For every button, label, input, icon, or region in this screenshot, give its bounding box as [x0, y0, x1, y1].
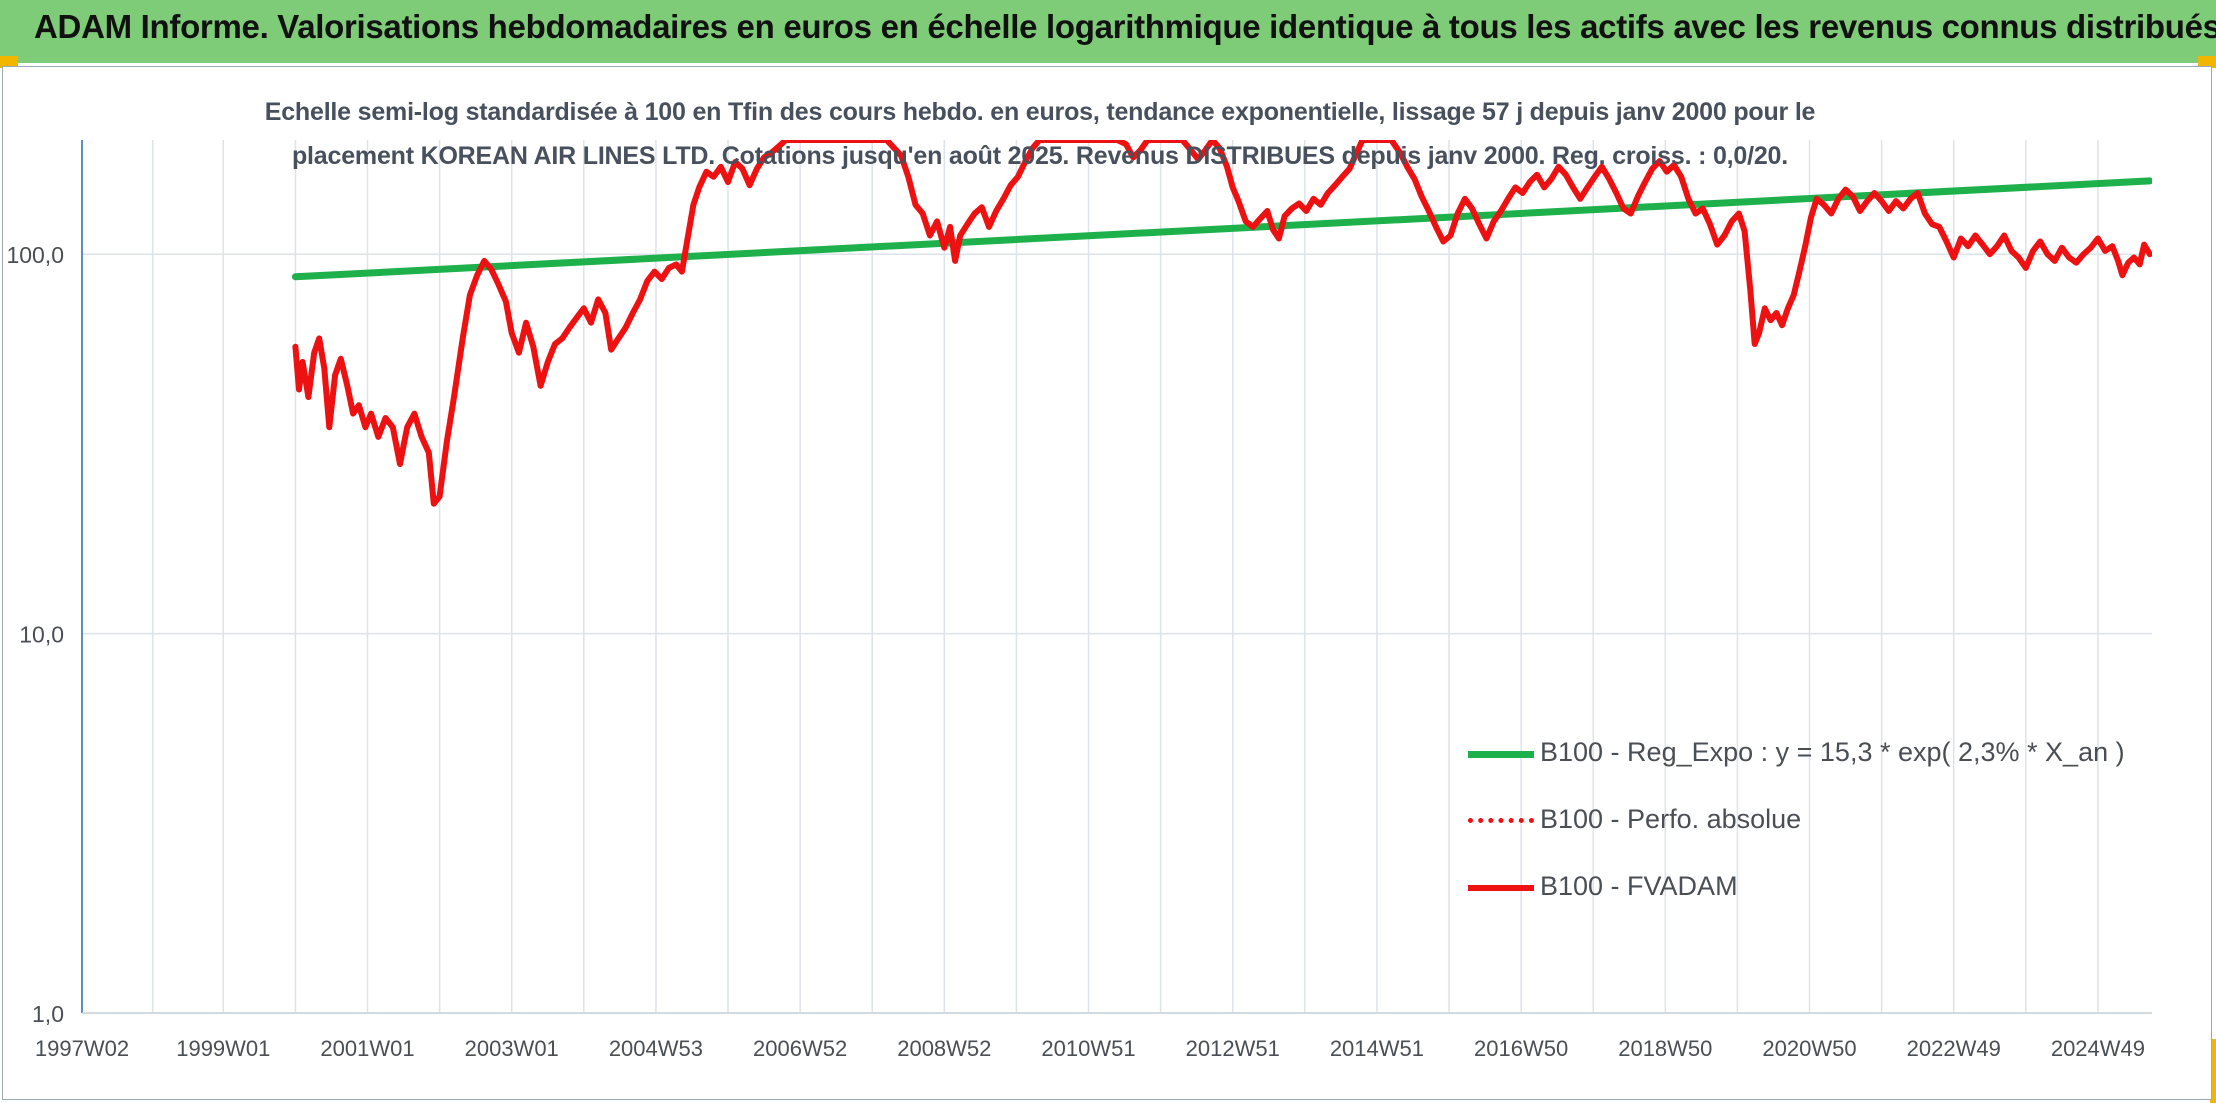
chart-legend: B100 - Reg_Expo : y = 15,3 * exp( 2,3% *… [1468, 735, 2168, 936]
legend-item-fvadam: B100 - FVADAM [1468, 869, 2168, 936]
legend-label-perfo: B100 - Perfo. absolue [1540, 804, 1802, 834]
banner-title: ADAM Informe. Valorisations hebdomadaire… [34, 8, 2216, 45]
x-tick-label: 2020W50 [1762, 1036, 1856, 1061]
series-line-fvadam [292, 140, 2152, 507]
y-tick-label: 1,0 [32, 1001, 64, 1027]
legend-label-regression: B100 - Reg_Expo : y = 15,3 * exp( 2,3% *… [1540, 737, 2125, 767]
legend-swatch-perfo [1468, 818, 1534, 823]
y-tick-label: 10,0 [19, 622, 64, 648]
x-tick-label: 2012W51 [1186, 1036, 1280, 1061]
x-tick-label: 1999W01 [176, 1036, 270, 1061]
legend-item-perfo: B100 - Perfo. absolue [1468, 802, 2168, 869]
frame-handle-top-left[interactable] [0, 56, 18, 68]
x-tick-label: 2018W50 [1618, 1036, 1712, 1061]
x-tick-label: 2016W50 [1474, 1036, 1568, 1061]
chart-subtitle-line-2: placement KOREAN AIR LINES LTD. Cotation… [291, 142, 1788, 170]
frame-handle-bottom-right[interactable] [2210, 1039, 2216, 1103]
x-tick-label: 2010W51 [1041, 1036, 1135, 1061]
legend-swatch-regression [1468, 751, 1534, 758]
x-tick-label: 2003W01 [465, 1036, 559, 1061]
x-tick-label: 2004W53 [609, 1036, 703, 1061]
x-tick-label: 2022W49 [1907, 1036, 2001, 1061]
x-tick-label: 2001W01 [320, 1036, 414, 1061]
chart-area [2, 66, 2212, 1100]
x-tick-label: 2008W52 [897, 1036, 991, 1061]
chart-subtitle-line-1: Echelle semi-log standardisée à 100 en T… [264, 98, 1816, 126]
legend-label-fvadam: B100 - FVADAM [1540, 871, 1738, 901]
legend-item-regression: B100 - Reg_Expo : y = 15,3 * exp( 2,3% *… [1468, 735, 2168, 802]
frame-handle-top-right[interactable] [2198, 56, 2216, 68]
x-tick-label: 1997W02 [35, 1036, 129, 1061]
x-tick-label: 2006W52 [753, 1036, 847, 1061]
y-tick-label: 100,0 [6, 242, 64, 268]
legend-swatch-fvadam [1468, 885, 1534, 891]
title-banner: ADAM Informe. Valorisations hebdomadaire… [0, 0, 2216, 63]
x-tick-label: 2024W49 [2051, 1036, 2145, 1061]
x-tick-label: 2014W51 [1330, 1036, 1424, 1061]
